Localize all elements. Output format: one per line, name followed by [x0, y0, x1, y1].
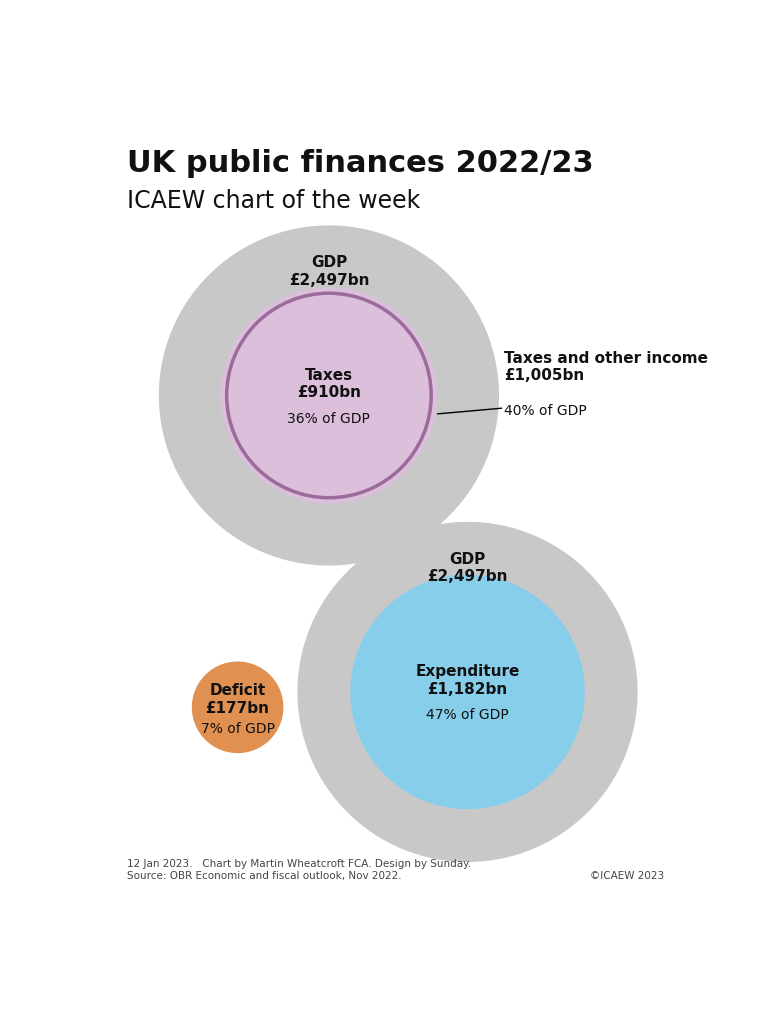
Text: ©ICAEW 2023: ©ICAEW 2023 — [590, 870, 664, 881]
Text: Taxes and other income
£1,005bn: Taxes and other income £1,005bn — [505, 351, 708, 383]
Text: GDP
£2,497bn: GDP £2,497bn — [427, 552, 508, 584]
Circle shape — [193, 663, 283, 753]
Text: UK public finances 2022/23: UK public finances 2022/23 — [127, 150, 594, 178]
Text: Taxes
£910bn: Taxes £910bn — [297, 368, 361, 400]
Text: 7% of GDP: 7% of GDP — [200, 722, 275, 736]
Circle shape — [227, 293, 431, 498]
Text: 40% of GDP: 40% of GDP — [505, 404, 588, 418]
Circle shape — [160, 226, 498, 565]
Text: 36% of GDP: 36% of GDP — [287, 412, 370, 426]
Circle shape — [298, 522, 637, 861]
Text: 12 Jan 2023.   Chart by Martin Wheatcroft FCA. Design by Sunday.
Source: OBR Eco: 12 Jan 2023. Chart by Martin Wheatcroft … — [127, 859, 472, 881]
Text: 47% of GDP: 47% of GDP — [426, 708, 509, 722]
Circle shape — [221, 288, 436, 503]
Text: ICAEW chart of the week: ICAEW chart of the week — [127, 189, 420, 213]
Text: Deficit
£177bn: Deficit £177bn — [206, 683, 270, 716]
Text: Expenditure
£1,182bn: Expenditure £1,182bn — [415, 665, 520, 696]
Text: GDP
£2,497bn: GDP £2,497bn — [289, 255, 369, 288]
Circle shape — [351, 575, 584, 809]
